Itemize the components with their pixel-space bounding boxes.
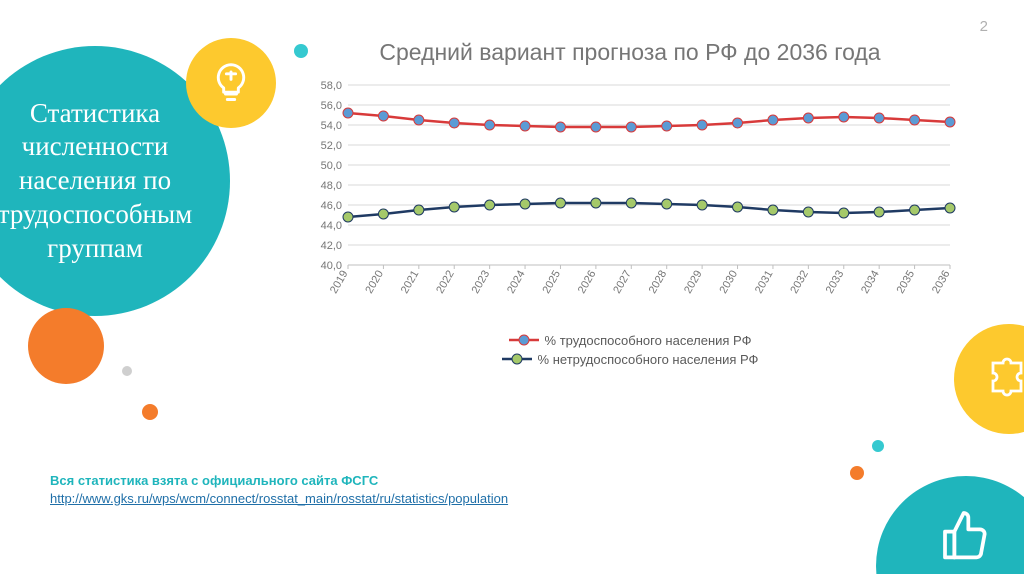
svg-text:56,0: 56,0	[321, 100, 342, 112]
svg-text:2019: 2019	[328, 268, 351, 295]
svg-text:48,0: 48,0	[321, 180, 342, 192]
puzzle-icon-circle	[954, 324, 1024, 434]
svg-text:46,0: 46,0	[321, 200, 342, 212]
svg-text:2031: 2031	[753, 268, 776, 295]
lightbulb-icon-circle	[186, 38, 276, 128]
heading-text: Статистика численности населения по труд…	[0, 97, 210, 266]
decor-dot-cyan-2	[872, 440, 884, 452]
chart-legend: % трудоспособного населения РФ % нетрудос…	[300, 333, 960, 367]
footer-link[interactable]: http://www.gks.ru/wps/wcm/connect/rossta…	[50, 491, 508, 506]
svg-text:2026: 2026	[576, 268, 599, 295]
svg-text:2035: 2035	[895, 268, 918, 295]
svg-text:42,0: 42,0	[321, 240, 342, 252]
page-number: 2	[980, 18, 988, 35]
svg-text:2032: 2032	[788, 268, 811, 295]
legend-marker	[509, 333, 539, 347]
svg-text:2020: 2020	[363, 268, 386, 295]
svg-text:50,0: 50,0	[321, 160, 342, 172]
thumbsup-icon	[938, 506, 994, 562]
svg-text:2030: 2030	[717, 268, 740, 295]
svg-text:2033: 2033	[824, 268, 847, 295]
svg-text:2028: 2028	[647, 268, 670, 295]
puzzle-icon	[985, 355, 1024, 403]
svg-text:54,0: 54,0	[321, 120, 342, 132]
legend-label: % нетрудоспособного населения РФ	[538, 352, 759, 367]
chart-container: Средний вариант прогноза по РФ до 2036 г…	[300, 38, 960, 367]
svg-text:2034: 2034	[859, 268, 882, 295]
footer: Вся статистика взята с официального сайт…	[50, 472, 508, 508]
svg-text:2025: 2025	[540, 268, 563, 295]
svg-text:52,0: 52,0	[321, 140, 342, 152]
svg-text:2023: 2023	[470, 268, 493, 295]
svg-text:2021: 2021	[399, 268, 422, 295]
decor-dot-grey	[122, 366, 132, 376]
lightbulb-icon	[209, 61, 253, 105]
line-chart: 40,042,044,046,048,050,052,054,056,058,0…	[300, 75, 960, 325]
svg-text:2029: 2029	[682, 268, 705, 295]
svg-text:44,0: 44,0	[321, 220, 342, 232]
decor-dot-orange-2	[850, 466, 864, 480]
legend-marker	[502, 352, 532, 366]
legend-item: % трудоспособного населения РФ	[509, 333, 752, 348]
svg-text:2036: 2036	[930, 268, 953, 295]
legend-item: % нетрудоспособного населения РФ	[502, 352, 759, 367]
svg-text:2024: 2024	[505, 268, 528, 295]
slide: 2 Статистика численности населения по тр…	[0, 0, 1024, 574]
svg-text:2027: 2027	[611, 268, 634, 295]
chart-title: Средний вариант прогноза по РФ до 2036 г…	[300, 38, 960, 67]
decor-dot-orange	[142, 404, 158, 420]
legend-label: % трудоспособного населения РФ	[545, 333, 752, 348]
thumbsup-icon-circle	[876, 476, 1024, 574]
svg-text:58,0: 58,0	[321, 80, 342, 92]
decor-circle-orange	[28, 308, 104, 384]
footer-lead: Вся статистика взята с официального сайт…	[50, 473, 378, 488]
svg-text:2022: 2022	[434, 268, 457, 295]
